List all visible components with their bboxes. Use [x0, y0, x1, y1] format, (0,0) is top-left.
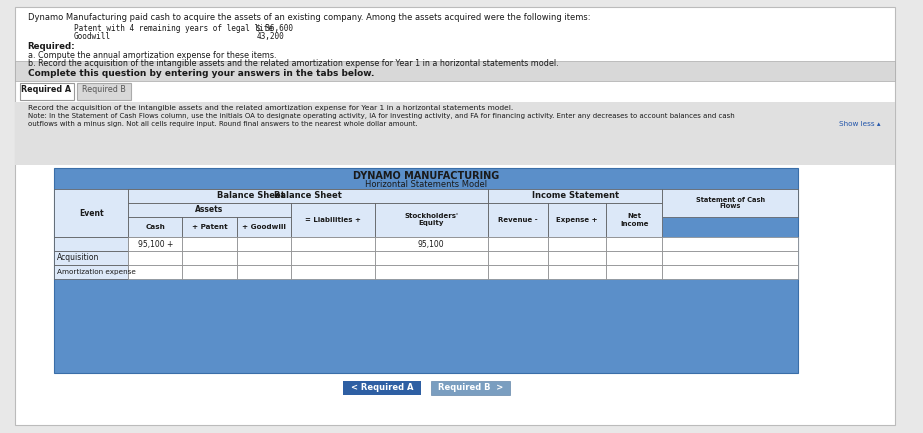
- Bar: [15, 61, 895, 81]
- Text: Stockholders'
Equity: Stockholders' Equity: [404, 213, 459, 226]
- Bar: [488, 251, 548, 265]
- Bar: [663, 265, 798, 279]
- Bar: [663, 237, 798, 251]
- Bar: [606, 203, 663, 237]
- Bar: [548, 203, 606, 237]
- Bar: [606, 251, 663, 265]
- Text: Required B  >: Required B >: [438, 384, 503, 392]
- Text: 43,200: 43,200: [257, 32, 284, 41]
- Text: Expense +: Expense +: [557, 217, 598, 223]
- Text: = Liabilities +: = Liabilities +: [305, 217, 361, 223]
- Text: Goodwill: Goodwill: [74, 32, 111, 41]
- Bar: [236, 217, 291, 237]
- Bar: [375, 203, 488, 237]
- Bar: [375, 251, 488, 265]
- Text: Assets: Assets: [196, 206, 223, 214]
- Text: + Patent: + Patent: [192, 224, 227, 230]
- Bar: [606, 265, 663, 279]
- Text: Show less ▴: Show less ▴: [839, 121, 881, 127]
- Text: Revenue -: Revenue -: [498, 217, 538, 223]
- Bar: [128, 237, 183, 251]
- Bar: [128, 265, 183, 279]
- Text: Event: Event: [78, 209, 103, 217]
- Bar: [342, 381, 422, 395]
- Text: $ 36,600: $ 36,600: [257, 24, 294, 33]
- Bar: [54, 168, 798, 373]
- Text: 95,100 +: 95,100 +: [138, 239, 173, 249]
- Bar: [606, 237, 663, 251]
- Bar: [15, 102, 895, 165]
- Bar: [548, 237, 606, 251]
- Bar: [291, 251, 375, 265]
- Bar: [183, 265, 236, 279]
- Text: DYNAMO MANUFACTURING: DYNAMO MANUFACTURING: [354, 171, 499, 181]
- Text: b. Record the acquisition of the intangible assets and the related amortization : b. Record the acquisition of the intangi…: [28, 59, 558, 68]
- Bar: [548, 265, 606, 279]
- Bar: [128, 189, 488, 203]
- Bar: [128, 189, 375, 203]
- Bar: [183, 217, 236, 237]
- Text: Cash: Cash: [145, 224, 165, 230]
- Text: Horizontal Statements Model: Horizontal Statements Model: [366, 180, 487, 189]
- Text: 95,100: 95,100: [418, 239, 445, 249]
- Text: Balance Sheet: Balance Sheet: [274, 191, 342, 200]
- Text: outflows with a minus sign. Not all cells require input. Round final answers to : outflows with a minus sign. Not all cell…: [28, 121, 417, 127]
- Bar: [291, 203, 375, 237]
- Bar: [77, 83, 131, 100]
- Text: + Goodwill: + Goodwill: [242, 224, 285, 230]
- Bar: [236, 237, 291, 251]
- Bar: [54, 251, 128, 265]
- Bar: [236, 265, 291, 279]
- Text: Required:: Required:: [28, 42, 76, 51]
- Bar: [128, 217, 183, 237]
- Bar: [54, 189, 128, 237]
- Bar: [54, 265, 128, 279]
- Bar: [19, 83, 74, 100]
- Bar: [291, 265, 375, 279]
- Text: Acquisition: Acquisition: [57, 253, 100, 262]
- Bar: [375, 265, 488, 279]
- Text: Complete this question by entering your answers in the tabs below.: Complete this question by entering your …: [28, 69, 374, 78]
- Text: Income Statement: Income Statement: [532, 191, 618, 200]
- Text: Note: In the Statement of Cash Flows column, use the initials OA to designate op: Note: In the Statement of Cash Flows col…: [28, 113, 735, 119]
- Bar: [375, 237, 488, 251]
- Bar: [488, 265, 548, 279]
- Text: Required A: Required A: [21, 85, 71, 94]
- Bar: [431, 381, 510, 395]
- Text: Dynamo Manufacturing paid cash to acquire the assets of an existing company. Amo: Dynamo Manufacturing paid cash to acquir…: [28, 13, 590, 22]
- Text: < Required A: < Required A: [351, 384, 414, 392]
- Text: Statement of Cash
Flows: Statement of Cash Flows: [696, 197, 765, 210]
- Bar: [54, 237, 128, 251]
- Text: Required B: Required B: [81, 85, 126, 94]
- Bar: [236, 251, 291, 265]
- Bar: [663, 189, 798, 217]
- Text: a. Compute the annual amortization expense for these items.: a. Compute the annual amortization expen…: [28, 51, 276, 60]
- Text: Amortization expense: Amortization expense: [57, 269, 136, 275]
- Bar: [183, 251, 236, 265]
- Bar: [488, 237, 548, 251]
- Text: Balance Sheet: Balance Sheet: [218, 191, 285, 200]
- Bar: [128, 203, 291, 217]
- Bar: [488, 203, 548, 237]
- Bar: [663, 251, 798, 265]
- Text: Net
Income: Net Income: [620, 213, 649, 226]
- Bar: [488, 189, 663, 203]
- Bar: [183, 237, 236, 251]
- Text: Patent with 4 remaining years of legal life: Patent with 4 remaining years of legal l…: [74, 24, 273, 33]
- Bar: [128, 251, 183, 265]
- Text: Record the acquisition of the intangible assets and the related amortization exp: Record the acquisition of the intangible…: [28, 105, 513, 111]
- Bar: [291, 237, 375, 251]
- Bar: [548, 251, 606, 265]
